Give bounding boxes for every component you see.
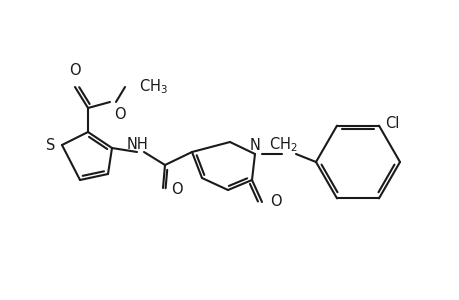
Text: CH$_2$: CH$_2$ <box>268 136 297 154</box>
Text: S: S <box>45 137 55 152</box>
Text: O: O <box>269 194 281 209</box>
Text: CH$_3$: CH$_3$ <box>139 78 168 96</box>
Text: NH: NH <box>127 136 149 152</box>
Text: N: N <box>249 137 260 152</box>
Text: Cl: Cl <box>384 116 398 131</box>
Text: O: O <box>114 107 125 122</box>
Text: O: O <box>69 63 81 78</box>
Text: O: O <box>171 182 182 196</box>
